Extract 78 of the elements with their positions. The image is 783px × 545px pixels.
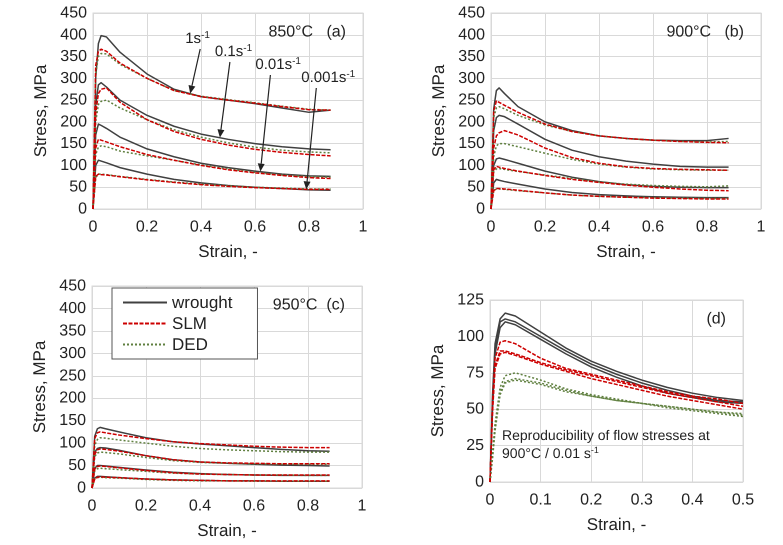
text: Reproducibility of flow stresses at 900°C / 0.01 s$^{-1}$ — [502, 427, 710, 461]
x-tick-label: 0.4 — [190, 218, 212, 236]
y-tick-label: 300 — [60, 70, 88, 87]
annotation: 1s$^{-1}$ — [185, 30, 210, 47]
y-tick-label: 25 — [466, 437, 484, 454]
y-tick-label: 450 — [59, 278, 86, 294]
text: 850°C (a) — [268, 24, 346, 40]
legend-label: DED — [172, 335, 208, 354]
y-tick-label: 50 — [69, 178, 88, 196]
x-tick-label: 1 — [358, 218, 368, 236]
x-tick-label: 0.2 — [134, 498, 158, 514]
y-tick-label: 0 — [476, 200, 486, 218]
x-tick-label: 0 — [88, 218, 98, 236]
y-tick-label: 350 — [60, 48, 88, 66]
y-tick-label: 350 — [458, 48, 486, 66]
legend-label: SLM — [172, 314, 207, 333]
y-tick-label: 200 — [59, 390, 86, 407]
x-tick-label: 0.6 — [242, 498, 266, 514]
y-tick-label: 0 — [77, 480, 86, 496]
y-axis-title: Stress, MPa — [30, 340, 49, 434]
x-tick-label: 1 — [756, 218, 766, 236]
y-tick-label: 75 — [466, 364, 484, 382]
y-tick-label: 0 — [78, 200, 88, 218]
x-axis-title: Strain, - — [596, 242, 656, 261]
annotation: 0.1s$^{-1}$ — [214, 42, 253, 60]
text: 950°C (c) — [272, 296, 346, 314]
y-tick-label: 125 — [457, 292, 484, 308]
y-tick-label: 150 — [59, 412, 86, 430]
x-tick-label: 0.4 — [681, 492, 704, 508]
y-tick-label: 250 — [458, 92, 486, 109]
annotation: 0.01s$^{-1}$ — [255, 56, 302, 73]
y-axis-title: Stress, MPa — [429, 64, 448, 158]
x-tick-label: 0.4 — [188, 498, 212, 514]
text: 900°C (b) — [666, 24, 744, 40]
x-tick-label: 0.8 — [696, 218, 718, 236]
y-tick-label: 50 — [68, 457, 86, 474]
x-tick-label: 0.4 — [588, 218, 610, 236]
annotation: 0.001s$^{-1}$ — [301, 68, 356, 86]
x-tick-label: 0.2 — [534, 218, 556, 236]
x-tick-label: 0.3 — [630, 492, 654, 508]
y-tick-label: 400 — [60, 26, 88, 44]
x-tick-label: 0.2 — [580, 492, 602, 508]
legend-label: wrought — [171, 293, 233, 312]
y-tick-label: 200 — [60, 113, 88, 130]
x-tick-label: 0.2 — [136, 218, 158, 236]
y-tick-label: 350 — [59, 322, 86, 340]
y-tick-label: 100 — [457, 328, 484, 345]
x-tick-label: 0.6 — [244, 218, 266, 236]
x-tick-label: 0.5 — [732, 492, 754, 508]
y-tick-label: 400 — [59, 300, 86, 317]
y-tick-label: 100 — [458, 156, 486, 174]
y-tick-label: 50 — [466, 400, 484, 418]
x-axis-title: Strain, - — [197, 521, 257, 540]
x-tick-label: 0.6 — [642, 218, 664, 236]
x-axis-title: Strain, - — [198, 242, 258, 261]
y-tick-label: 150 — [60, 135, 88, 152]
x-tick-label: 0 — [486, 218, 496, 236]
y-tick-label: 100 — [59, 434, 86, 452]
y-tick-label: 100 — [60, 156, 88, 174]
x-tick-label: 0.8 — [298, 218, 320, 236]
y-axis-title: Stress, MPa — [31, 64, 50, 158]
text: (d) — [706, 310, 726, 328]
y-axis-title: Stress, MPa — [428, 344, 447, 438]
y-tick-label: 250 — [59, 367, 86, 384]
y-tick-label: 150 — [458, 135, 486, 152]
x-axis-title: Strain, - — [586, 515, 646, 534]
y-tick-label: 200 — [458, 113, 486, 130]
x-tick-label: 1 — [358, 498, 367, 514]
y-tick-label: 50 — [467, 178, 486, 196]
y-tick-label: 250 — [60, 92, 88, 109]
y-tick-label: 300 — [458, 70, 486, 87]
y-tick-label: 450 — [60, 4, 88, 22]
x-tick-label: 0.8 — [296, 498, 320, 514]
y-tick-label: 300 — [59, 344, 86, 362]
y-tick-label: 0 — [475, 474, 484, 490]
y-tick-label: 450 — [458, 4, 486, 22]
x-tick-label: 0.1 — [529, 492, 552, 508]
y-tick-label: 400 — [458, 26, 486, 44]
